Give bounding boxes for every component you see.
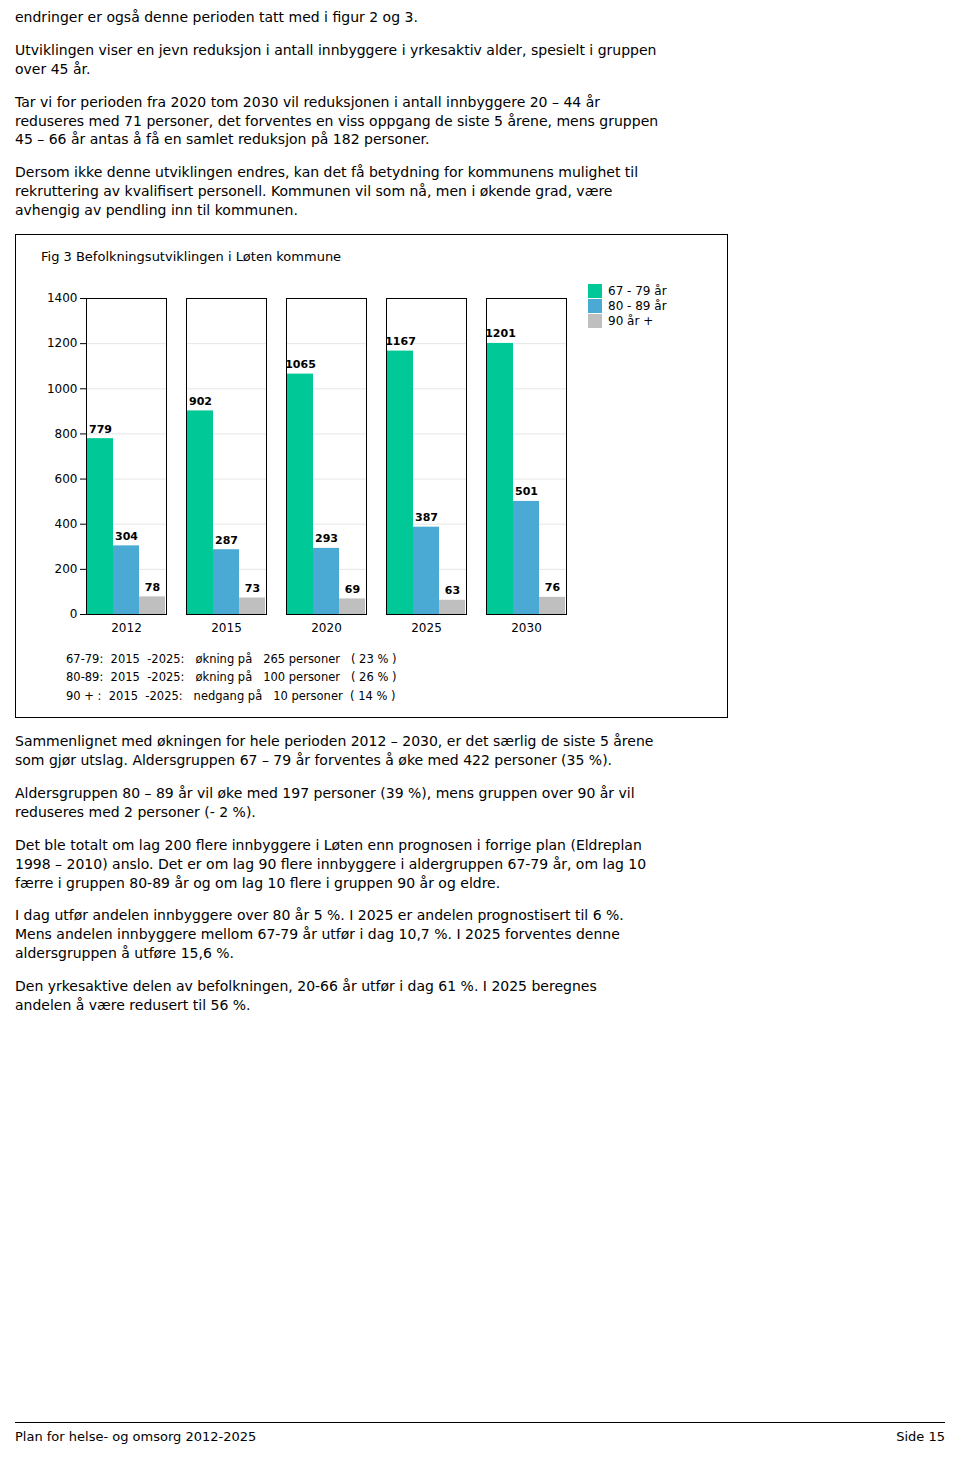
html-text:80 - 89 år: 80 - 89 år — [608, 299, 667, 313]
html-text:Det ble totalt om lag 200 fler: Det ble totalt om lag 200 flere innbygge… — [15, 836, 647, 891]
svg-text:1400: 1400 — [47, 291, 78, 305]
svg-text:293: 293 — [315, 532, 338, 545]
svg-text:63: 63 — [445, 584, 460, 597]
html-text:Side 15: Side 15 — [896, 1429, 945, 1444]
svg-text:2020: 2020 — [311, 621, 342, 635]
html-text:Utviklingen viser en jevn redu: Utviklingen viser en jevn reduksjon i an… — [15, 41, 657, 77]
html-text:Aldersgruppen 80 – 89 år vil ø: Aldersgruppen 80 – 89 år vil øke med 197… — [15, 785, 635, 820]
svg-text:73: 73 — [245, 582, 260, 595]
html-text:67 - 79 år: 67 - 79 år — [608, 284, 667, 298]
svg-text:387: 387 — [415, 511, 438, 524]
svg-text:1200: 1200 — [47, 336, 78, 350]
html-text:67-79: 2015 -2025: økning på 2: 67-79: 2015 -2025: økning på 265 persone… — [66, 652, 397, 703]
svg-text:78: 78 — [145, 581, 160, 594]
html-text:Den yrkesaktive delen av befol: Den yrkesaktive delen av befolkningen, 2… — [15, 978, 597, 1013]
svg-text:287: 287 — [215, 534, 238, 547]
svg-text:501: 501 — [515, 485, 538, 498]
svg-text:2025: 2025 — [411, 621, 442, 635]
svg-text:2012: 2012 — [111, 621, 142, 635]
svg-text:200: 200 — [55, 562, 78, 576]
svg-text:1167: 1167 — [385, 335, 416, 348]
svg-text:0: 0 — [70, 607, 78, 621]
html-text:90 år +: 90 år + — [608, 314, 654, 328]
svg-text:304: 304 — [115, 530, 138, 543]
svg-text:69: 69 — [345, 583, 360, 596]
svg-text:600: 600 — [55, 472, 78, 486]
html-text:I dag utfør andelen innbyggere: I dag utfør andelen innbyggere over 80 å… — [15, 907, 624, 962]
html-text:Tar vi for perioden fra 2020 t: Tar vi for perioden fra 2020 tom 2030 vi… — [15, 93, 659, 148]
html-text:Plan for helse- og omsorg 2012: Plan for helse- og omsorg 2012-2025 — [15, 1429, 257, 1444]
svg-text:1065: 1065 — [285, 358, 316, 371]
svg-text:779: 779 — [89, 423, 112, 436]
html-text:Sammenlignet med økningen for: Sammenlignet med økningen for hele perio… — [15, 733, 654, 769]
svg-text:2015: 2015 — [211, 621, 242, 635]
svg-text:2030: 2030 — [511, 621, 542, 635]
svg-text:1000: 1000 — [47, 382, 78, 396]
svg-text:1201: 1201 — [485, 327, 516, 340]
html-text:endringer er også denne period: endringer er også denne perioden tatt me… — [15, 9, 418, 25]
svg-text:400: 400 — [55, 517, 78, 531]
svg-text:76: 76 — [545, 581, 561, 594]
svg-text:800: 800 — [55, 427, 78, 441]
svg-text:902: 902 — [189, 395, 212, 408]
html-text:Fig 3 Befolkningsutviklingen i: Fig 3 Befolkningsutviklingen i Løten kom… — [41, 249, 342, 264]
html-text:Dersom ikke denne utviklingen: Dersom ikke denne utviklingen endres, ka… — [15, 164, 639, 219]
